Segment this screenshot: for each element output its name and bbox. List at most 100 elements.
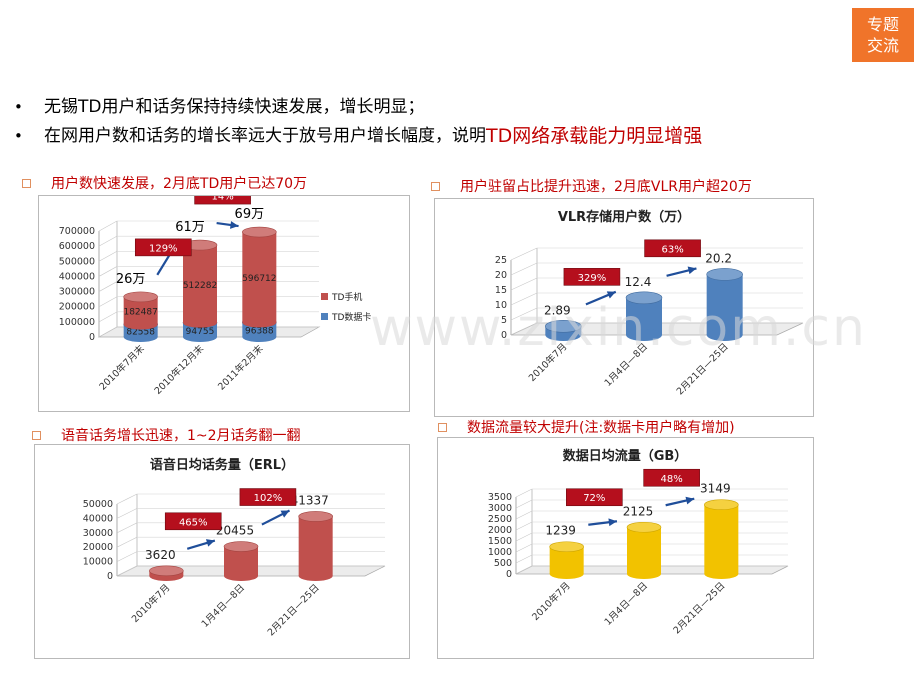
growth-arrowhead: [606, 291, 616, 299]
bar-0-top: [704, 499, 739, 511]
growth-tag: [643, 468, 700, 487]
y-tick-label: 10000: [83, 557, 113, 568]
growth-arrowhead: [687, 266, 697, 275]
bar-value-label: 41337: [291, 493, 329, 507]
y-tick-label: 1500: [488, 536, 512, 547]
y-tick-label: 1000: [488, 547, 512, 558]
chart-voice: 语音日均话务量（ERL） 0 10000 20000 30000 40000 50000 36…: [83, 457, 386, 638]
gridline-depth: [98, 220, 118, 232]
chart-panel-users: 0 100000 200000 300000 400000 500000 600000 700…: [38, 186, 410, 412]
bar-1-base: [242, 317, 277, 328]
bar-1-base: [183, 317, 217, 328]
gridline-depth: [98, 251, 118, 262]
y-tick-label: 2500: [488, 514, 512, 525]
y-tick-label: 30000: [83, 528, 113, 539]
gridline-depth: [515, 510, 533, 520]
gridline-depth: [510, 307, 538, 321]
bar-0-base: [626, 329, 662, 341]
growth-arrowhead: [280, 510, 290, 518]
bar-value-label: 3620: [145, 548, 176, 562]
x-tick-label: 2010年7月末: [97, 342, 147, 392]
bar-value-label: 2.89: [544, 303, 571, 317]
bar-1: [183, 245, 217, 323]
y-tick-label: 0: [506, 569, 512, 580]
caption-data: 数据流量较大提升(注:数据卡用户略有增加): [438, 417, 735, 437]
x-tick-label: 1月4日—8日: [200, 582, 247, 629]
total-label: 61万: [175, 220, 205, 235]
badge-line1: 专题: [866, 15, 899, 34]
growth-arrowhead: [230, 221, 239, 229]
bar-value-label: 3149: [700, 482, 731, 496]
gridline-depth: [515, 532, 533, 542]
x-tick-label: 2月21日—25日: [266, 582, 322, 638]
x-tick-label: 2011年2月末: [215, 342, 265, 392]
y-tick-label: 40000: [83, 513, 113, 524]
bar-0-base: [183, 332, 217, 342]
caption-vlr: 用户驻留占比提升迅速，2月底VLR用户超20万: [431, 176, 752, 196]
bar-data-label: 596712: [242, 274, 276, 284]
bar-value-label: 1239: [545, 524, 576, 538]
gridline-depth: [98, 281, 118, 292]
bullet-item: • 在网用户数和话务的增长率远大于放号用户增长幅度，说明 TD网络承载能力明显增强: [14, 122, 702, 151]
growth-tag-label: 329%: [578, 273, 607, 284]
gridline-depth: [116, 493, 138, 505]
bar-0-top: [545, 320, 582, 333]
x-tick-label: 1月4日—8日: [603, 580, 650, 627]
y-tick-label: 10: [495, 300, 507, 311]
bar-0-base: [298, 571, 333, 581]
y-tick-label: 20000: [83, 542, 113, 553]
gridline-depth: [116, 522, 138, 534]
bar-0: [704, 504, 739, 574]
growth-tag-label: 465%: [179, 517, 208, 528]
growth-tag: [164, 512, 222, 531]
topic-badge: 专题 交流: [852, 8, 914, 62]
bar-0: [627, 527, 661, 574]
gridline-depth: [515, 565, 533, 575]
y-tick-label: 400000: [59, 271, 95, 282]
bullet-text: 无锡TD用户和话务保持持续快速发展，增长明显；: [44, 97, 425, 117]
growth-tag: [563, 268, 621, 286]
total-label: 26万: [116, 272, 146, 287]
x-tick-label: 2010年7月: [129, 582, 172, 625]
chart-panel-vlr: VLR存储用户数（万） 0 5 10 15 20 25 2.89 2010年7月 12.4 1月4日…: [434, 198, 814, 417]
chart-panel-voice: 语音日均话务量（ERL） 0 10000 20000 30000 40000 50000 36…: [34, 444, 410, 659]
bar-data-label: 96388: [245, 327, 274, 337]
y-tick-label: 50000: [83, 499, 113, 510]
legend-swatch: [321, 293, 328, 300]
bar-0-top: [625, 291, 663, 305]
growth-tag-label: 63%: [661, 244, 683, 255]
gridline-depth: [98, 326, 118, 338]
growth-tag-label: 129%: [149, 243, 178, 254]
y-tick-label: 25: [495, 255, 507, 266]
bar-data-label: 512282: [183, 281, 217, 291]
bar-1-base: [123, 319, 158, 330]
caption-text: 用户驻留占比提升迅速，2月底VLR用户超20万: [460, 179, 752, 195]
y-tick-label: 300000: [59, 287, 95, 298]
y-tick-label: 0: [107, 571, 113, 582]
gridline-depth: [98, 266, 118, 277]
y-tick-label: 3500: [488, 492, 512, 503]
y-tick-label: 500000: [59, 256, 95, 267]
chart-panel-traffic: 数据日均流量（GB） 0 500 1000 1500 2000 2500 3000 3500 12…: [437, 437, 814, 659]
gridline-depth: [515, 543, 533, 553]
bullet-highlight: TD网络承载能力明显增强: [486, 125, 703, 147]
x-tick-label: 2月21日—25日: [671, 580, 727, 636]
x-tick-label: 2010年7月: [529, 580, 572, 623]
bar-0-top: [223, 541, 259, 552]
bar-0: [706, 274, 743, 335]
bar-1-top: [242, 226, 277, 238]
growth-tag-label: 14%: [211, 196, 233, 203]
y-tick-label: 5: [501, 315, 507, 326]
bullet-text: 在网用户数和话务的增长率远大于放号用户增长幅度，说明: [44, 126, 486, 146]
chart-title: VLR存储用户数（万）: [558, 209, 690, 225]
legend-label: TD数据卡: [331, 311, 371, 323]
chart-title: 数据日均流量（GB）: [563, 448, 688, 464]
growth-tag-label: 72%: [583, 493, 605, 504]
bar-0-base: [123, 332, 158, 342]
bar-0-base: [545, 329, 582, 341]
y-tick-label: 3000: [488, 503, 512, 514]
growth-tag-label: 48%: [661, 474, 683, 485]
caption-text: 数据流量较大提升(注:数据卡用户略有增加): [467, 420, 735, 436]
bar-0-top: [706, 268, 743, 281]
legend-label: TD手机: [331, 291, 362, 303]
